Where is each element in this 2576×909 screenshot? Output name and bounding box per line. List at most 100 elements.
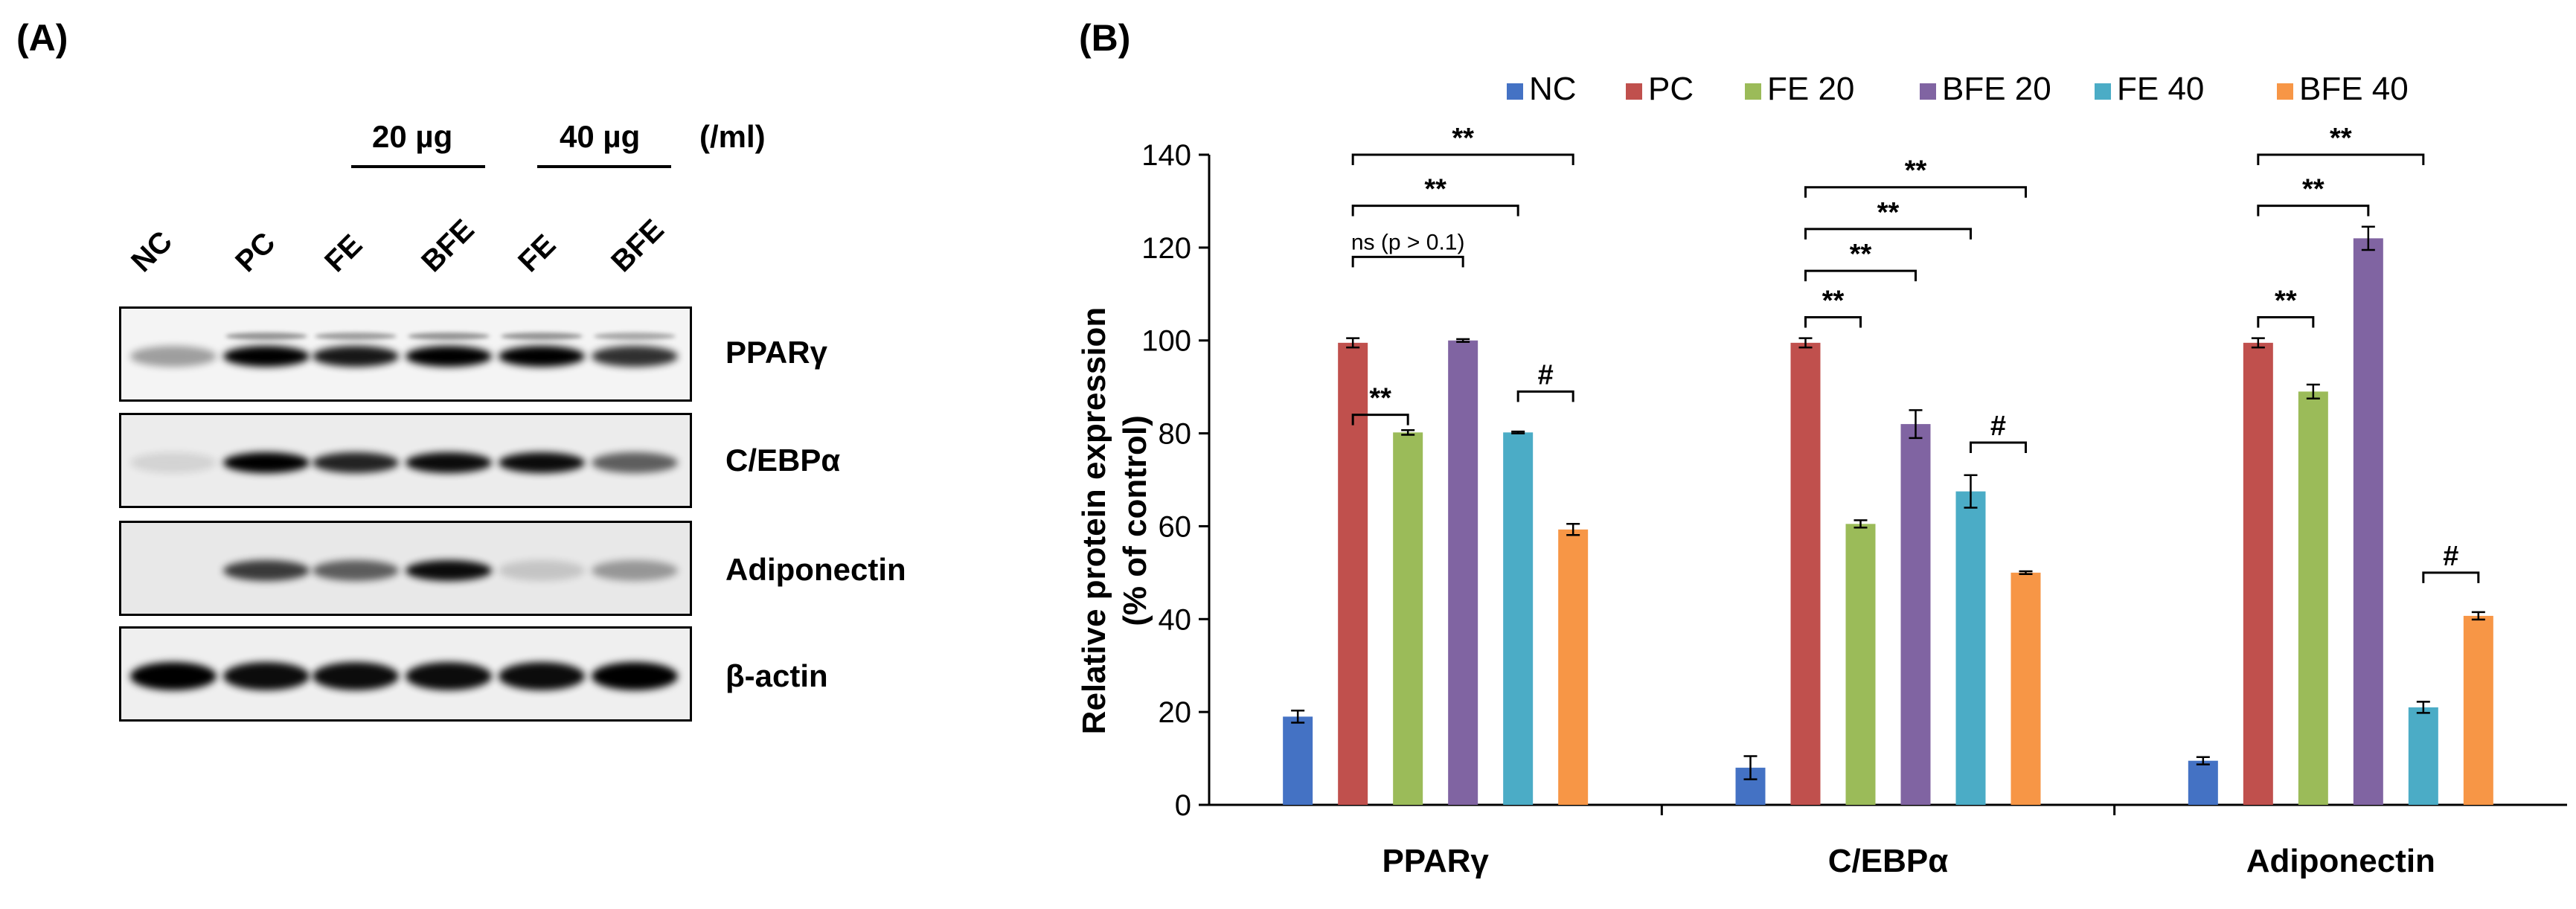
y-tick-label: 20 [1159,696,1192,729]
chart-bars [1283,225,2493,806]
blot-band [223,346,310,367]
blot-band-upper [315,333,397,340]
bar [1283,716,1313,805]
significance-bracket [2257,153,2425,165]
blot-band [130,662,217,690]
bar [2188,760,2218,805]
y-tick-label: 0 [1175,789,1191,822]
bar [1955,491,1986,805]
dose-40-label: 40 µg [560,119,641,154]
legend-label: BFE 40 [2299,71,2409,107]
blot-band [499,346,585,367]
significance-label: ** [2275,286,2297,317]
legend-swatch [2095,83,2111,100]
x-category-label: Adiponectin [2246,843,2435,879]
blot-band [223,452,310,473]
significance-label: ns (p > 0.1) [1351,230,1465,254]
panel-b-label: (B) [1079,17,1131,59]
significance-label: ** [2302,174,2325,205]
blot-band-upper [225,333,307,340]
lane-label: NC [125,225,179,279]
blot-band [313,452,399,473]
protein-label-adiponectin: Adiponectin [725,552,906,587]
y-tick-label: 120 [1141,232,1191,265]
bar [1338,342,1368,806]
chart-legend: NC PC FE 20 BFE 20 FE 40 BFE 40 [1507,71,2409,107]
significance-bracket [1804,228,1972,240]
significance-bracket [1804,269,1917,282]
blot-band [223,560,310,581]
blot-band [313,662,399,690]
significance-bracket [2257,205,2370,216]
significance-label: ** [1877,197,1900,228]
significance-bracket [1804,316,1862,328]
dose-20-label: 20 µg [372,119,453,154]
significance-bracket [1516,390,1574,402]
blot-band-upper [501,333,583,340]
dose-20-line [351,165,485,168]
significance-bracket [2422,571,2480,583]
significance-label: ** [1822,286,1845,317]
significance-bracket [2257,316,2315,328]
legend-swatch [2277,83,2293,100]
blot-beta-actin [119,626,692,722]
bar [1448,340,1478,805]
bar [1393,432,1423,805]
bar [1845,524,1876,805]
significance-label: ** [2330,123,2352,154]
bar [1558,529,1589,805]
lane-label: BFE [415,213,481,279]
significance-bracket [1351,414,1409,425]
blot-band [223,662,310,690]
dose-40-line [537,165,671,168]
legend-label: PC [1648,71,1694,107]
significance-label: # [1538,359,1554,391]
chart-annotations: **ns (p > 0.1)****#********#******# [1351,123,2480,583]
blot-band [592,346,678,367]
significance-bracket [1351,205,1519,216]
significance-label: ** [1452,123,1474,154]
legend-swatch [1626,83,1642,100]
blot-band [313,346,399,367]
blot-band [406,662,492,690]
blot-band [130,346,217,367]
blot-band [313,560,399,581]
protein-label-pparg: PPARγ [725,335,827,370]
protein-label-beta-actin: β-actin [725,658,828,693]
panel-a-label: (A) [16,17,68,59]
blot-cebpa [119,413,692,508]
legend-label: BFE 20 [1942,71,2051,107]
blot-pparg [119,306,692,402]
blot-band [406,452,492,473]
bar [2353,238,2383,805]
significance-label: ** [1905,155,1927,187]
chart-axes: 0 20 40 60 80 100 120 140 PPARγ C/EBPα Adiponectin [1141,139,2567,879]
legend-label: FE 20 [1767,71,1854,107]
dose-unit-label: (/ml) [699,119,766,154]
protein-label-cebpa: C/EBPα [725,443,841,478]
blot-band-upper [408,333,490,340]
blot-band [592,560,678,581]
bar [1503,432,1534,805]
x-category-label: PPARγ [1382,843,1489,879]
blot-band-upper [594,333,676,340]
bar [2298,391,2328,805]
lane-label: BFE [605,213,670,279]
blot-band [499,662,585,690]
blot-band [499,560,585,581]
legend-label: NC [1529,71,1577,107]
significance-bracket [1804,186,2027,198]
legend-swatch [1920,83,1936,100]
significance-label: # [1990,411,2006,442]
blot-band [592,662,678,690]
legend-swatch [1507,83,1523,100]
significance-label: ** [1850,239,1872,270]
bar [2408,707,2438,805]
y-tick-label: 60 [1159,510,1192,543]
lane-label: FE [512,228,563,279]
significance-label: ** [1369,383,1391,414]
lane-label: FE [318,228,369,279]
significance-label: ** [1424,174,1446,205]
significance-label: # [2443,541,2458,572]
significance-bracket [1351,153,1574,165]
